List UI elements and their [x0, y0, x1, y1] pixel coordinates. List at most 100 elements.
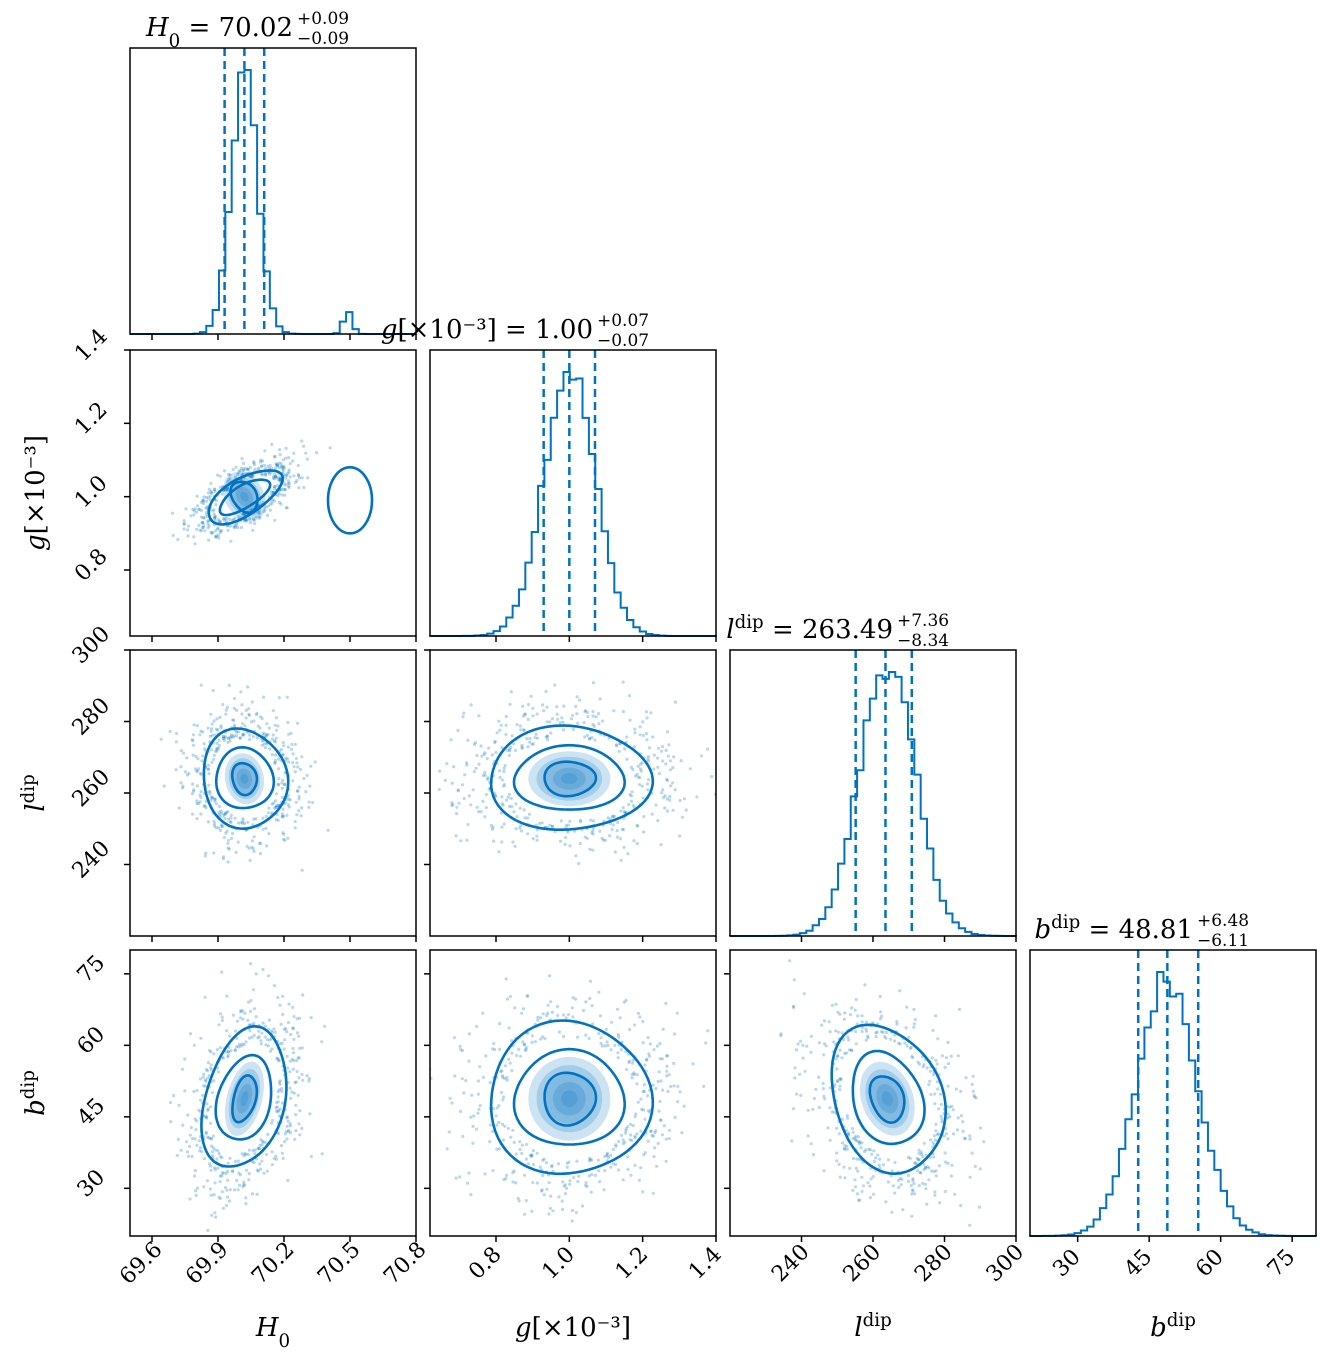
scatter-point: [225, 487, 229, 491]
scatter-point: [504, 977, 508, 981]
scatter-point: [229, 820, 233, 825]
scatter-point: [297, 1076, 301, 1080]
scatter-point: [222, 736, 226, 740]
scatter-point: [661, 788, 665, 792]
scatter-point: [550, 1165, 554, 1169]
scatter-point: [656, 1079, 660, 1084]
scatter-point: [257, 841, 262, 846]
scatter-point: [275, 464, 279, 468]
scatter-point: [192, 723, 196, 727]
scatter-point: [242, 1043, 246, 1047]
scatter-point: [792, 978, 796, 982]
scatter-point: [218, 520, 222, 524]
scatter-point: [228, 820, 232, 824]
scatter-point: [944, 1056, 949, 1060]
scatter-point: [250, 475, 254, 479]
scatter-point: [649, 711, 653, 715]
scatter-point: [281, 831, 285, 835]
scatter-point: [524, 1142, 529, 1147]
scatter-point: [210, 1091, 215, 1095]
panel-title-3: bdip = 48.81: [1034, 912, 1193, 946]
y-tick-label-1-1: 1.0: [70, 471, 112, 513]
scatter-point: [223, 1185, 227, 1190]
scatter-point: [954, 1087, 958, 1091]
scatter-point: [497, 1104, 501, 1108]
scatter-point: [591, 832, 595, 836]
scatter-point: [574, 854, 578, 858]
scatter-point: [830, 1110, 834, 1114]
scatter-point: [211, 1134, 215, 1138]
panel-content: [159, 683, 330, 872]
scatter-point: [916, 1169, 920, 1173]
scatter-point: [202, 524, 206, 528]
scatter-point: [971, 1074, 975, 1078]
scatter-point: [465, 838, 469, 842]
scatter-point: [837, 1132, 842, 1136]
scatter-point: [684, 808, 688, 812]
scatter-point: [617, 749, 621, 753]
scatter-point: [220, 1173, 224, 1178]
scatter-point: [549, 1194, 553, 1198]
panel-title-0-symbol: H: [145, 13, 170, 43]
scatter-point: [623, 747, 627, 751]
scatter-point: [562, 1184, 566, 1188]
scatter-point: [917, 1151, 921, 1156]
scatter-point: [672, 755, 676, 759]
x-axis-label-2: ldip: [854, 1310, 891, 1344]
scatter-point: [946, 1137, 950, 1141]
scatter-point: [284, 506, 288, 510]
scatter-point: [645, 1094, 650, 1098]
scatter-point: [213, 529, 217, 533]
scatter-point: [533, 736, 537, 740]
scatter-point: [510, 1069, 514, 1073]
scatter-point: [580, 1204, 585, 1208]
scatter-point: [268, 1038, 272, 1042]
scatter-point: [913, 1161, 917, 1165]
scatter-point: [218, 1180, 222, 1184]
scatter-point: [583, 709, 588, 713]
scatter-point: [276, 1090, 280, 1094]
scatter-point: [500, 746, 504, 750]
scatter-point: [568, 844, 572, 848]
scatter-point: [192, 513, 196, 517]
scatter-point: [535, 838, 539, 842]
scatter-point: [548, 1206, 553, 1210]
scatter-point: [454, 834, 458, 838]
scatter-point: [544, 1161, 549, 1165]
scatter-point: [527, 812, 532, 816]
scatter-point: [289, 1096, 293, 1100]
scatter-point: [603, 1154, 607, 1159]
scatter-point: [212, 819, 216, 823]
scatter-point: [629, 1173, 633, 1177]
scatter-point: [295, 478, 299, 483]
scatter-point: [204, 1068, 208, 1072]
scatter-point: [231, 468, 235, 472]
scatter-point: [297, 1034, 301, 1038]
scatter-point: [252, 835, 256, 839]
scatter-point: [229, 1049, 233, 1053]
scatter-point: [279, 462, 283, 466]
scatter-point: [855, 1022, 859, 1026]
scatter-point: [195, 769, 200, 773]
scatter-point: [309, 764, 313, 768]
scatter-point: [297, 797, 301, 801]
scatter-point: [269, 466, 274, 470]
scatter-point: [219, 724, 223, 728]
scatter-point: [476, 1111, 480, 1115]
scatter-point: [913, 1192, 917, 1196]
scatter-point: [946, 1116, 950, 1120]
density-level-3: [232, 1076, 257, 1121]
scatter-point: [646, 1139, 650, 1143]
scatter-point: [291, 1051, 295, 1055]
scatter-point: [281, 807, 285, 811]
scatter-point: [213, 487, 217, 491]
scatter-point: [811, 1107, 815, 1111]
scatter-point: [224, 712, 228, 716]
scatter-point: [254, 972, 258, 976]
scatter-point: [858, 1142, 862, 1146]
scatter-point: [928, 1138, 933, 1142]
scatter-point: [220, 1018, 224, 1023]
scatter-point: [220, 492, 224, 496]
scatter-point: [202, 804, 206, 809]
scatter-point: [224, 1050, 228, 1054]
